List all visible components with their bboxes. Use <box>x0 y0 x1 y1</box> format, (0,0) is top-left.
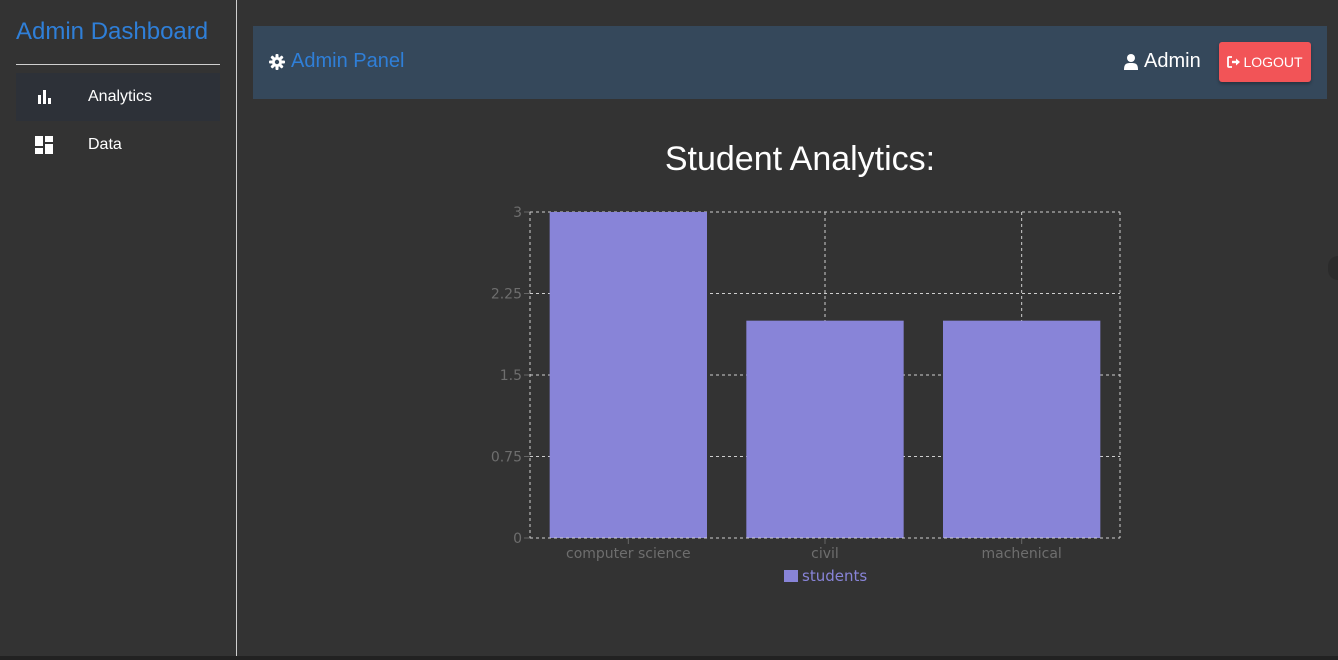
user-name: Admin <box>1144 50 1201 72</box>
sidebar-item-data[interactable]: Data <box>16 121 220 169</box>
y-tick-label: 0 <box>513 531 522 547</box>
floating-tab[interactable] <box>1328 256 1338 280</box>
x-tick-label: machenical <box>981 546 1061 562</box>
logout-label: LOGOUT <box>1243 54 1303 70</box>
dashboard-icon <box>16 136 72 154</box>
y-tick-label: 0.75 <box>491 450 522 466</box>
x-tick-label: civil <box>811 546 839 562</box>
sidebar-divider <box>16 64 220 65</box>
logout-button[interactable]: LOGOUT <box>1219 42 1311 82</box>
sidebar-item-label: Data <box>88 136 122 153</box>
bar <box>943 320 1101 538</box>
gear-icon <box>269 53 285 70</box>
user-info: Admin <box>1124 50 1201 73</box>
sign-out-icon <box>1227 56 1241 68</box>
y-tick-label: 3 <box>513 205 522 221</box>
legend-label: students <box>802 567 867 585</box>
sidebar-item-label: Analytics <box>88 88 153 105</box>
sidebar-item-analytics[interactable]: Analytics <box>16 73 220 121</box>
user-icon <box>1124 53 1138 70</box>
chart-title: Student Analytics: <box>664 140 936 178</box>
y-tick-label: 1.5 <box>500 368 522 384</box>
y-tick-label: 2.25 <box>491 287 522 303</box>
legend-swatch <box>784 570 798 582</box>
bar-chart: 0 0.75 1.5 2.25 3 computer science civil machen… <box>491 205 1121 585</box>
admin-panel-link[interactable]: Admin Panel <box>269 50 404 73</box>
topbar: Admin Panel Admin LOGOUT <box>253 26 1327 99</box>
bar-chart-icon <box>16 88 72 106</box>
sidebar: Admin Dashboard Analytics Data <box>0 0 237 656</box>
sidebar-title[interactable]: Admin Dashboard <box>16 18 209 45</box>
admin-panel-label: Admin Panel <box>291 50 405 72</box>
bottom-bar <box>0 656 1338 660</box>
x-tick-label: computer science <box>566 546 691 562</box>
bar <box>746 320 904 538</box>
bar <box>549 212 707 538</box>
